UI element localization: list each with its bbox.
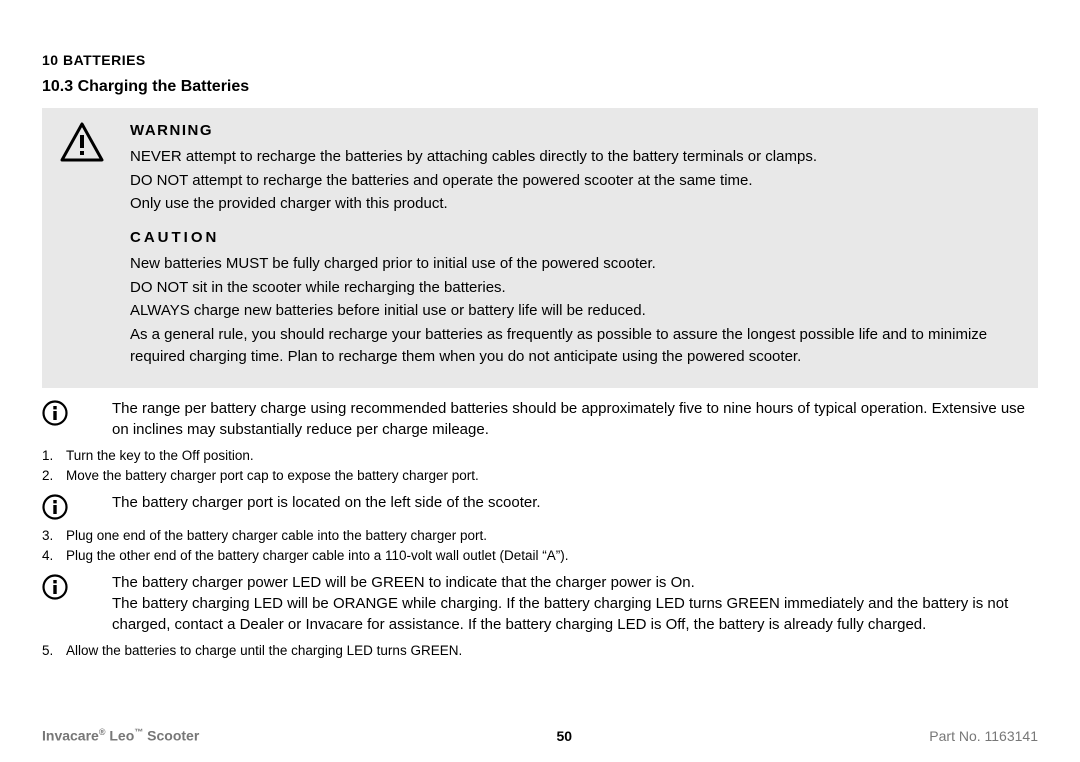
info-note-1: The range per battery charge using recom… xyxy=(42,398,1038,440)
caution-line: DO NOT sit in the scooter while rechargi… xyxy=(130,277,1020,299)
page-footer: Invacare® Leo™ Scooter 50 Part No. 11631… xyxy=(42,727,1038,744)
step-list-b: 3. Plug one end of the battery charger c… xyxy=(42,526,1038,566)
step-text: Plug one end of the battery charger cabl… xyxy=(66,526,1038,546)
list-item: 5. Allow the batteries to charge until t… xyxy=(42,641,1038,661)
step-number: 5. xyxy=(42,641,66,661)
step-number: 4. xyxy=(42,546,66,566)
info-text: The battery charger power LED will be GR… xyxy=(112,572,1038,635)
info-icon xyxy=(42,400,68,426)
section-heading: 10.3 Charging the Batteries xyxy=(42,78,1038,96)
caution-line: ALWAYS charge new batteries before initi… xyxy=(130,300,1020,322)
chapter-heading: 10 BATTERIES xyxy=(42,52,1038,68)
warning-triangle-icon xyxy=(60,122,104,162)
list-item: 1. Turn the key to the Off position. xyxy=(42,446,1038,466)
info-paragraph: The battery charging LED will be ORANGE … xyxy=(112,593,1038,635)
warning-content: WARNING NEVER attempt to recharge the ba… xyxy=(130,120,1020,370)
caution-line: New batteries MUST be fully charged prio… xyxy=(130,253,1020,275)
info-icon xyxy=(42,574,68,600)
footer-model: Leo xyxy=(109,728,134,744)
info-text: The range per battery charge using recom… xyxy=(112,398,1038,440)
part-number: Part No. 1163141 xyxy=(929,728,1038,744)
warning-icon-column xyxy=(60,120,130,162)
info-text: The battery charger port is located on t… xyxy=(112,492,1038,513)
list-item: 3. Plug one end of the battery charger c… xyxy=(42,526,1038,546)
step-text: Allow the batteries to charge until the … xyxy=(66,641,1038,661)
caution-line: As a general rule, you should recharge y… xyxy=(130,324,1020,368)
info-icon-column xyxy=(42,492,112,520)
info-note-2: The battery charger port is located on t… xyxy=(42,492,1038,520)
footer-brand: Invacare xyxy=(42,728,99,744)
step-list-a: 1. Turn the key to the Off position. 2. … xyxy=(42,446,1038,486)
trademark: ™ xyxy=(134,727,143,737)
step-text: Turn the key to the Off position. xyxy=(66,446,1038,466)
step-text: Move the battery charger port cap to exp… xyxy=(66,466,1038,486)
footer-type: Scooter xyxy=(147,728,199,744)
page-number: 50 xyxy=(556,728,572,744)
info-paragraph: The battery charger power LED will be GR… xyxy=(112,572,1038,593)
warning-caution-box: WARNING NEVER attempt to recharge the ba… xyxy=(42,108,1038,388)
step-number: 3. xyxy=(42,526,66,546)
warning-line: Only use the provided charger with this … xyxy=(130,193,1020,215)
info-note-3: The battery charger power LED will be GR… xyxy=(42,572,1038,635)
step-list-c: 5. Allow the batteries to charge until t… xyxy=(42,641,1038,661)
info-icon-column xyxy=(42,398,112,426)
caution-heading: CAUTION xyxy=(130,227,1020,249)
footer-product: Invacare® Leo™ Scooter xyxy=(42,727,199,744)
warning-line: NEVER attempt to recharge the batteries … xyxy=(130,146,1020,168)
warning-line: DO NOT attempt to recharge the batteries… xyxy=(130,170,1020,192)
info-icon xyxy=(42,494,68,520)
step-number: 2. xyxy=(42,466,66,486)
step-text: Plug the other end of the battery charge… xyxy=(66,546,1038,566)
info-icon-column xyxy=(42,572,112,600)
warning-heading: WARNING xyxy=(130,120,1020,142)
list-item: 2. Move the battery charger port cap to … xyxy=(42,466,1038,486)
list-item: 4. Plug the other end of the battery cha… xyxy=(42,546,1038,566)
step-number: 1. xyxy=(42,446,66,466)
registered-mark: ® xyxy=(99,727,106,737)
